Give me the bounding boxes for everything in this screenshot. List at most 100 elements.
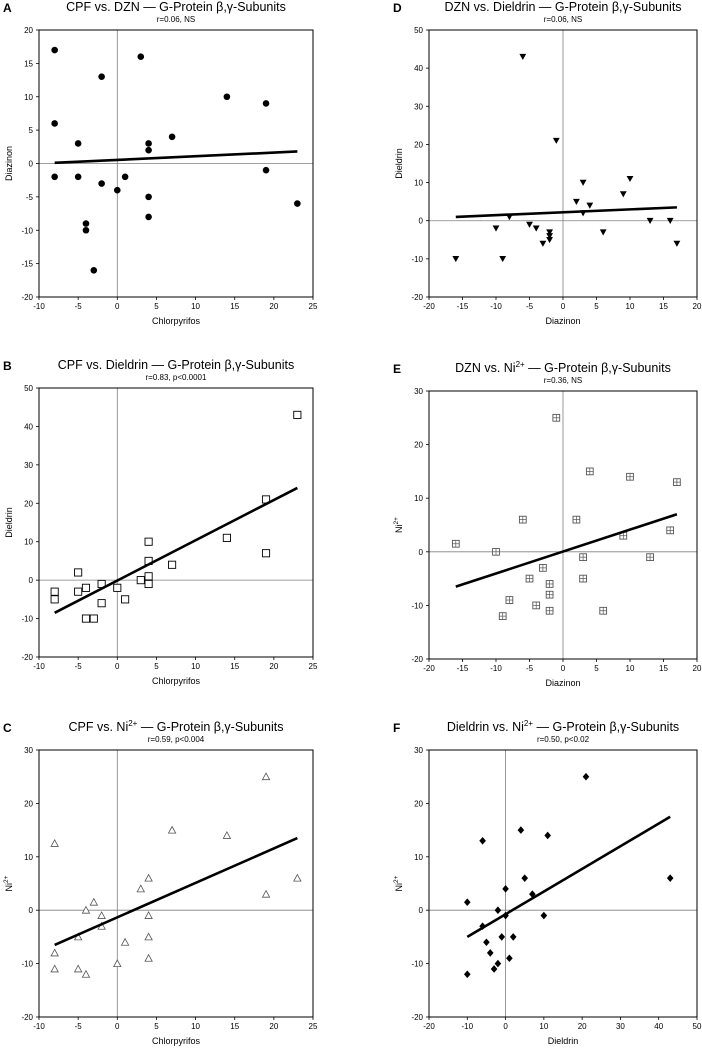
data-point-2 (479, 836, 486, 845)
data-points (50, 772, 302, 978)
x-tick-label: 10 (626, 302, 635, 311)
x-axis-label: Chlorpyrifos (152, 1036, 201, 1046)
x-tick-label: -10 (33, 1022, 45, 1031)
x-tick-label: -5 (75, 662, 83, 671)
y-tick-label: 20 (414, 799, 423, 808)
data-point-8 (546, 229, 553, 236)
data-point-10 (546, 236, 553, 244)
data-point-20 (666, 526, 675, 535)
x-tick-label: 25 (309, 1022, 318, 1031)
y-tick-label: -10 (21, 960, 33, 969)
panel-letter: A (3, 1, 12, 15)
data-point-4 (74, 173, 82, 181)
x-tick-label: -5 (526, 302, 534, 311)
data-point-1 (50, 948, 59, 957)
data-point-9 (546, 233, 553, 240)
x-tick-label: 20 (693, 302, 702, 311)
data-point-5 (525, 574, 534, 583)
x-axis-label: Dieldrin (548, 1036, 579, 1046)
y-axis-label: Ni2+ (3, 875, 14, 891)
regression-line (54, 486, 298, 614)
data-point-15 (586, 202, 594, 209)
data-point-5 (82, 220, 90, 227)
data-point-10 (113, 186, 121, 194)
y-tick-label: 30 (24, 746, 33, 755)
chart-subtitle: r=0.06, NS (157, 15, 195, 24)
x-tick-label: 10 (539, 1022, 548, 1031)
x-tick-label: -20 (423, 664, 435, 673)
y-tick-label: -20 (411, 655, 423, 664)
data-point-6 (490, 965, 498, 973)
data-point-19 (261, 549, 271, 558)
y-tick-label: 50 (414, 26, 423, 35)
x-tick-label: 25 (309, 662, 318, 671)
x-tick-label: 0 (561, 302, 566, 311)
x-tick-label: 0 (115, 302, 120, 311)
chart-title-text-rest: — G-Protein β,γ-Subunits (137, 720, 283, 734)
data-point-1 (463, 970, 471, 979)
y-axis-label: Diazinon (4, 146, 14, 181)
chart-subtitle: r=0.06, NS (544, 15, 582, 24)
data-point-10 (121, 595, 130, 604)
data-point-11 (502, 885, 509, 893)
data-point-21 (294, 200, 301, 207)
x-tick-label: 20 (269, 302, 278, 311)
data-point-10 (113, 959, 122, 967)
data-point-6 (89, 614, 98, 623)
y-axis-label-text: Ni (394, 883, 404, 892)
data-point-0 (451, 539, 460, 548)
x-tick-label: -15 (457, 302, 469, 311)
x-tick-label: 15 (230, 1022, 239, 1031)
data-point-14 (144, 911, 153, 919)
y-tick-label: 5 (29, 126, 34, 135)
data-point-14 (144, 572, 153, 581)
data-point-5 (81, 614, 91, 623)
data-point-1 (492, 547, 500, 556)
chart-title: CPF vs. Dieldrin — G-Protein β,γ-Subunit… (58, 358, 294, 372)
regression-line (455, 513, 678, 588)
chart-title-text: DZN vs. Dieldrin — G-Protein β,γ-Subunit… (444, 0, 681, 14)
plot-frame (428, 749, 698, 1018)
y-tick-label: -20 (411, 1013, 423, 1022)
y-tick-label: -10 (411, 255, 423, 264)
y-tick-label: 0 (419, 548, 424, 557)
y-tick-label: -15 (21, 260, 33, 269)
chart-title-text: DZN vs. Ni (455, 361, 515, 375)
data-point-12 (144, 537, 153, 546)
data-point-19 (261, 772, 271, 781)
y-tick-label: -20 (21, 1013, 33, 1022)
x-tick-label: 0 (561, 664, 566, 673)
data-point-13 (509, 933, 517, 941)
y-tick-label: 10 (414, 179, 423, 188)
y-tick-label: 40 (24, 422, 33, 431)
data-points (51, 46, 301, 274)
x-tick-label: -20 (423, 1022, 435, 1031)
data-point-6 (82, 226, 90, 234)
data-point-17 (540, 911, 548, 920)
x-tick-label: 5 (594, 664, 599, 673)
data-point-0 (452, 256, 460, 263)
y-axis-label-superscript: 2+ (393, 517, 400, 525)
data-point-9 (113, 583, 122, 592)
data-point-11 (120, 937, 130, 946)
data-point-0 (463, 898, 471, 906)
y-tick-label: 0 (29, 906, 34, 915)
data-point-18 (626, 175, 634, 183)
chart-title: DZN vs. Ni2+ — G-Protein β,γ-Subunits (455, 360, 671, 375)
chart-subtitle: r=0.59, p<0.004 (148, 735, 205, 744)
x-tick-label: 15 (230, 662, 239, 671)
y-tick-label: -10 (411, 960, 423, 969)
chart-panel-f: F Dieldrin vs. Ni2+ — G-Protein β,γ-Subun… (393, 719, 702, 1046)
y-tick-label: -10 (411, 601, 423, 610)
data-point-12 (137, 53, 145, 60)
chart-title-text: CPF vs. Dieldrin — G-Protein β,γ-Subunit… (58, 358, 294, 372)
data-point-4 (73, 964, 83, 973)
y-tick-label: 50 (24, 384, 33, 393)
chart-panel-e: E DZN vs. Ni2+ — G-Protein β,γ-Subunitsr=… (393, 360, 702, 688)
y-tick-label: -20 (21, 293, 33, 302)
panel-letter: F (393, 721, 400, 735)
data-point-1 (50, 595, 59, 604)
panel-letter: E (393, 362, 401, 376)
x-tick-label: 50 (693, 1022, 702, 1031)
data-point-6 (532, 225, 540, 232)
